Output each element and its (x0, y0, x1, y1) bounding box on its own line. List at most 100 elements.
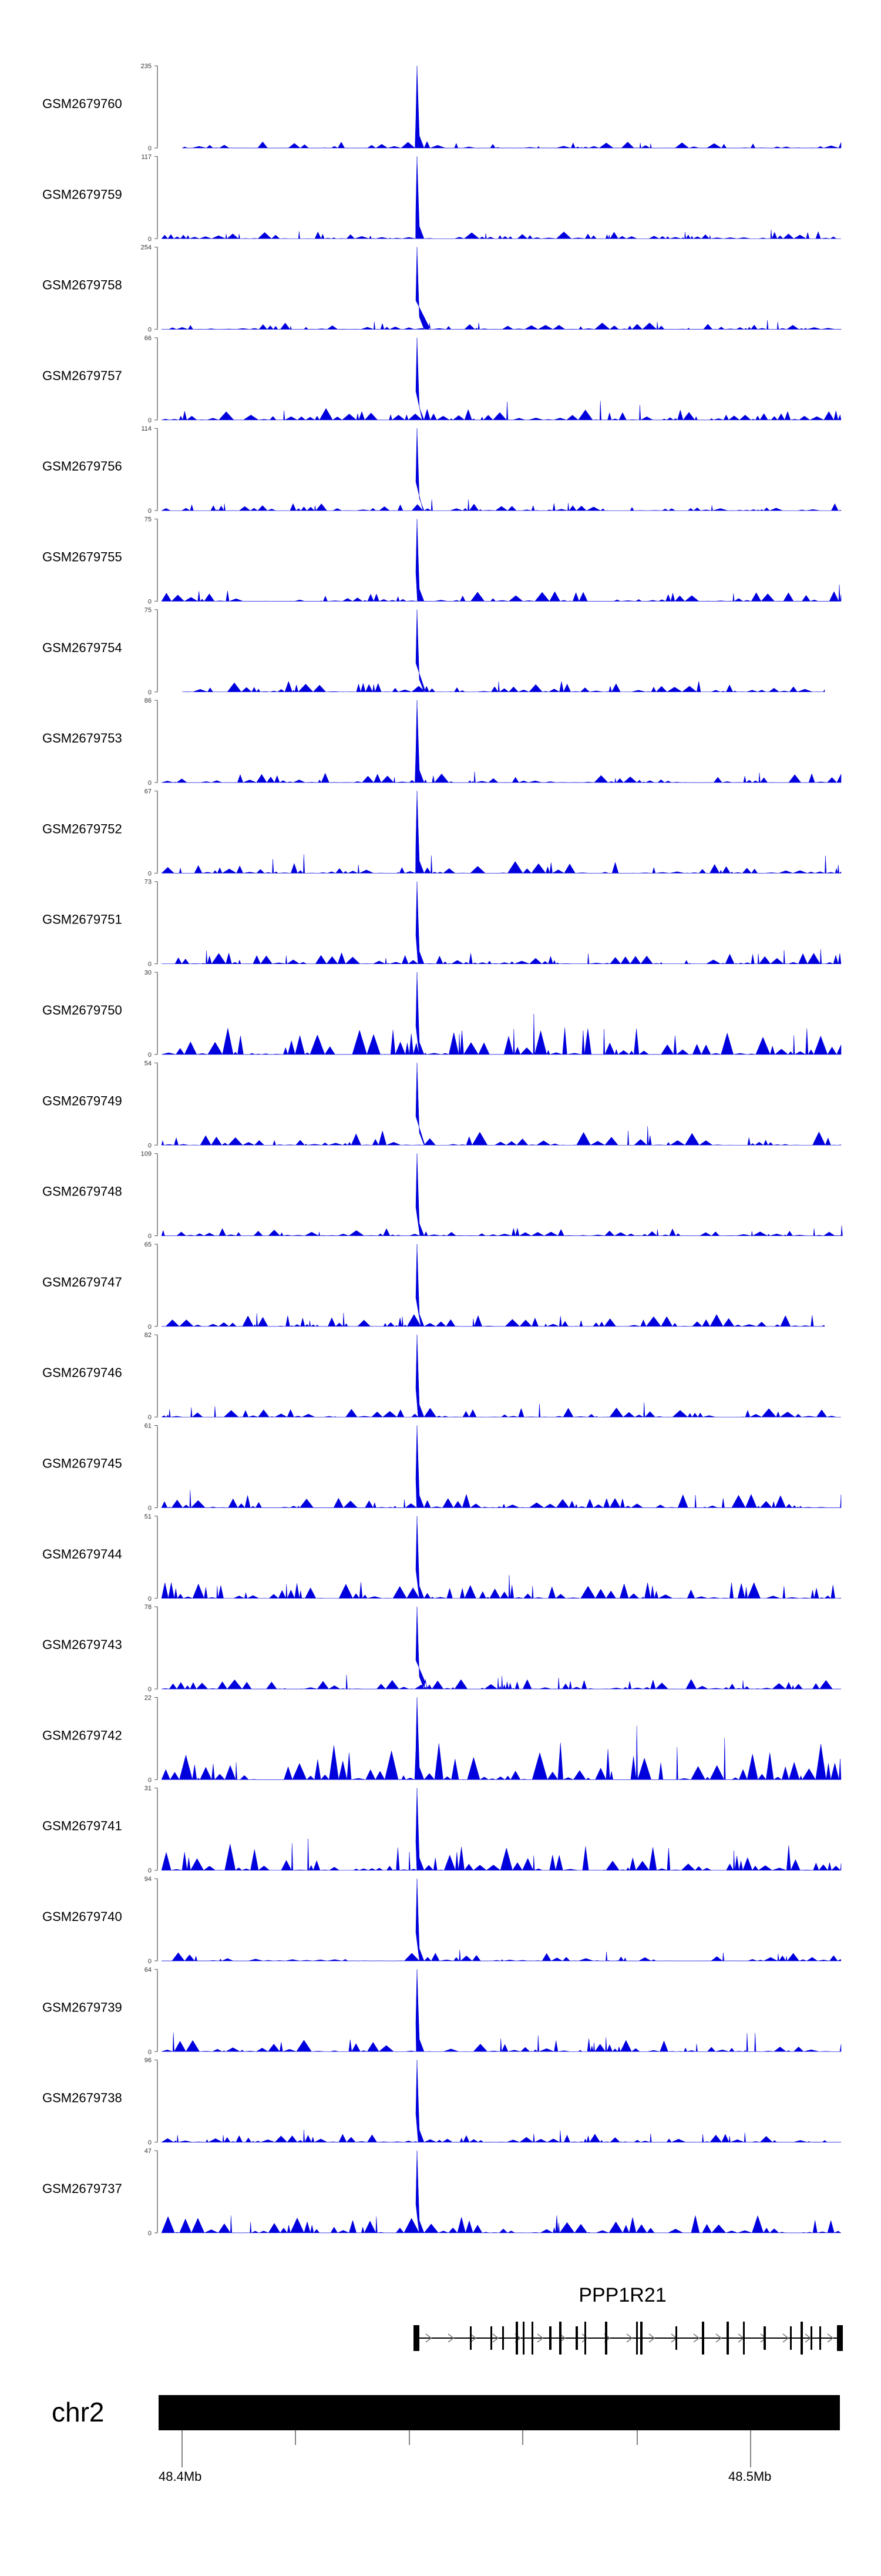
chromosome-label: chr2 (52, 2397, 104, 2427)
axis-tick-label: 48.4Mb (159, 2469, 201, 2484)
track-GSM2679741: GSM2679741 31 0 (42, 1785, 842, 1875)
track-label: GSM2679752 (42, 821, 122, 836)
track-GSM2679745: GSM2679745 61 0 (42, 1423, 842, 1512)
track-ymax-label: 65 (144, 1241, 152, 1248)
track-ymin-label: 0 (148, 1324, 152, 1331)
track-GSM2679756: GSM2679756 114 0 (42, 425, 842, 515)
track-ymax-label: 86 (144, 697, 152, 704)
track-GSM2679758: GSM2679758 254 0 (42, 244, 842, 334)
track-ymax-label: 94 (144, 1876, 152, 1883)
track-label: GSM2679743 (42, 1637, 122, 1652)
gene-exon (502, 2326, 504, 2350)
track-label: GSM2679745 (42, 1456, 122, 1471)
gene-exon (819, 2326, 821, 2350)
track-ymax-label: 66 (144, 335, 152, 342)
gene-exon (470, 2326, 472, 2350)
track-label: GSM2679758 (42, 278, 122, 293)
track-signal-area (161, 1697, 842, 1781)
track-signal-area (161, 428, 842, 512)
gene-exon (559, 2322, 561, 2355)
track-GSM2679753: GSM2679753 86 0 (42, 697, 842, 787)
track-signal-area (162, 881, 842, 965)
track-signal-area (161, 2060, 842, 2143)
track-label: GSM2679756 (42, 459, 122, 473)
track-GSM2679743: GSM2679743 78 0 (42, 1604, 842, 1693)
gene-exon (605, 2322, 607, 2355)
track-label: GSM2679739 (42, 2000, 122, 2014)
track-ymin-label: 0 (148, 1052, 152, 1059)
track-ymin-label: 0 (148, 236, 152, 243)
track-label: GSM2679748 (42, 1184, 122, 1199)
track-signal-area (161, 791, 842, 874)
track-ymin-label: 0 (148, 417, 152, 424)
track-ymax-label: 117 (141, 153, 152, 160)
strand-arrow (648, 2333, 655, 2343)
track-ymin-label: 0 (148, 1142, 152, 1149)
track-signal-area (161, 1878, 842, 1962)
gene-exon (790, 2326, 792, 2350)
strand-arrow (626, 2333, 633, 2343)
track-ymin-label: 0 (148, 2140, 152, 2147)
track-label: GSM2679746 (42, 1365, 122, 1380)
track-ymax-label: 96 (144, 2057, 152, 2064)
track-GSM2679746: GSM2679746 82 0 (42, 1332, 841, 1421)
gene-exon (801, 2322, 803, 2355)
track-GSM2679759: GSM2679759 117 0 (42, 153, 841, 243)
track-label: GSM2679737 (42, 2181, 122, 2196)
track-ymax-label: 78 (144, 1604, 152, 1611)
track-GSM2679740: GSM2679740 94 0 (42, 1876, 842, 1965)
gene-exon (675, 2326, 677, 2350)
track-ymin-label: 0 (148, 961, 152, 968)
track-ymax-label: 54 (144, 1060, 152, 1067)
chromosome-ideogram: chr2 (52, 2395, 840, 2430)
track-signal-area (161, 156, 841, 240)
track-label: GSM2679738 (42, 2091, 122, 2105)
track-ymax-label: 82 (144, 1332, 152, 1339)
track-ymin-label: 0 (148, 870, 152, 877)
track-signal-area (161, 1425, 842, 1509)
track-label: GSM2679749 (42, 1093, 122, 1108)
track-GSM2679748: GSM2679748 109 0 (42, 1151, 843, 1240)
track-GSM2679749: GSM2679749 54 0 (42, 1060, 842, 1149)
gene-exon (532, 2322, 533, 2355)
track-ymin-label: 0 (148, 1686, 152, 1693)
track-label: GSM2679744 (42, 1547, 122, 1561)
track-signal-area (161, 1335, 841, 1418)
track-ymin-label: 0 (148, 1505, 152, 1512)
tracks-layer: GSM26797602350GSM26797591170GSM267975825… (42, 63, 843, 2237)
track-ymax-label: 73 (144, 879, 152, 886)
track-label: GSM2679753 (42, 731, 122, 745)
track-signal-area (161, 1516, 842, 1599)
strand-arrow (827, 2333, 834, 2343)
track-ymin-label: 0 (148, 327, 152, 334)
gene-exon (640, 2322, 643, 2355)
track-label: GSM2679759 (42, 187, 122, 201)
track-label: GSM2679741 (42, 1819, 122, 1833)
track-signal-area (161, 972, 842, 1055)
track-ymin-label: 0 (148, 508, 152, 515)
gene-exon (764, 2326, 766, 2350)
track-signal-area (161, 1969, 842, 2053)
track-ymin-label: 0 (148, 2230, 152, 2237)
gene-exon (811, 2326, 812, 2350)
track-signal-area (161, 337, 842, 421)
track-ymax-label: 22 (144, 1694, 152, 1701)
track-signal-area (162, 247, 842, 330)
track-ymin-label: 0 (148, 689, 152, 696)
track-ymin-label: 0 (148, 1596, 152, 1603)
track-signal-area (161, 1244, 825, 1327)
gene-exon (490, 2326, 492, 2350)
track-signal-area (161, 519, 842, 602)
track-ymin-label: 0 (148, 1958, 152, 1965)
track-ymax-label: 75 (144, 516, 152, 523)
track-ymin-label: 0 (148, 1776, 152, 1784)
track-GSM2679738: GSM2679738 96 0 (42, 2057, 842, 2147)
track-ymax-label: 114 (141, 425, 152, 432)
gene-exon (702, 2322, 704, 2355)
track-label: GSM2679755 (42, 550, 122, 565)
track-label: GSM2679760 (42, 96, 122, 111)
track-GSM2679737: GSM2679737 47 0 (42, 2148, 842, 2237)
track-ymin-label: 0 (148, 145, 152, 152)
